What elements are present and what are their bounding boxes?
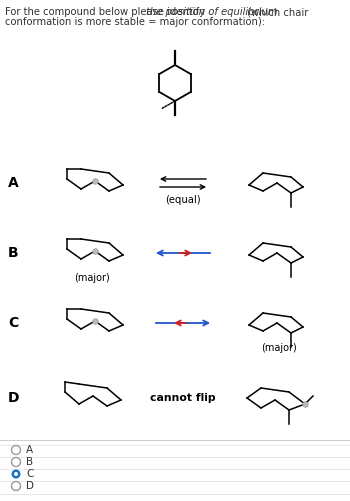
Circle shape — [14, 472, 18, 476]
Text: D: D — [8, 391, 20, 405]
Text: C: C — [26, 469, 33, 479]
Text: C: C — [8, 316, 18, 330]
Text: the position of equilibrium: the position of equilibrium — [146, 7, 278, 17]
Text: (major): (major) — [261, 343, 297, 353]
Text: (equal): (equal) — [165, 195, 201, 205]
Text: D: D — [26, 481, 34, 491]
Text: (which chair: (which chair — [244, 7, 308, 17]
Text: B: B — [26, 457, 33, 467]
Text: conformation is more stable = major conformation):: conformation is more stable = major conf… — [5, 17, 265, 27]
Text: B: B — [8, 246, 19, 260]
Text: For the compound below please identify: For the compound below please identify — [5, 7, 208, 17]
Circle shape — [12, 469, 21, 478]
Text: (major): (major) — [74, 273, 110, 283]
Text: cannot flip: cannot flip — [150, 393, 216, 403]
Text: A: A — [8, 176, 19, 190]
Text: A: A — [26, 445, 33, 455]
